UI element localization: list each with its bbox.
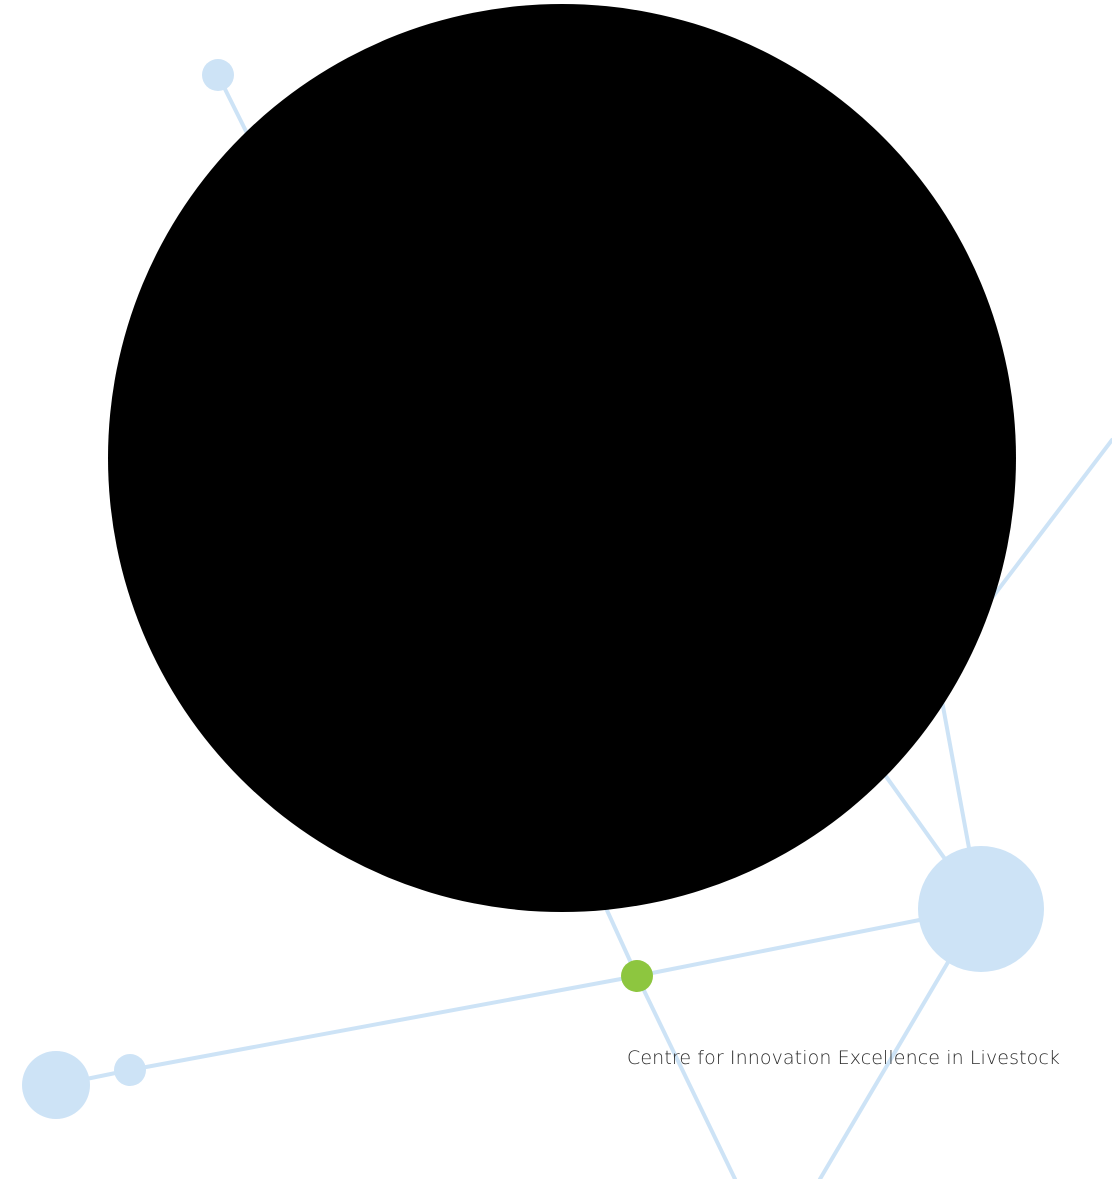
network-node-small (114, 1054, 146, 1086)
network-line (635, 974, 737, 1179)
network-line (128, 974, 639, 1072)
network-node-small (202, 59, 234, 91)
network-node-medium (22, 1051, 90, 1119)
cover-image-circle (108, 4, 1016, 912)
accent-node (621, 960, 653, 992)
network-nodes (22, 59, 1044, 1119)
network-node-large (918, 846, 1044, 972)
organisation-name: Centre for Innovation Excellence in Live… (627, 1047, 1060, 1069)
